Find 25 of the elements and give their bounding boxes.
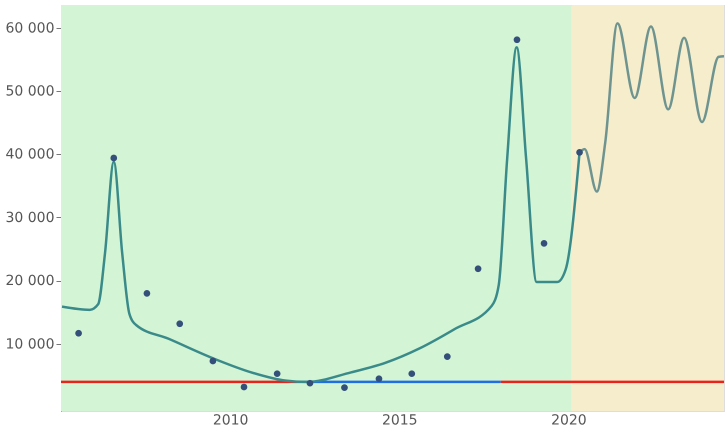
x-tick-label: 2015 bbox=[382, 412, 418, 428]
point bbox=[75, 330, 82, 337]
point bbox=[210, 358, 216, 364]
point bbox=[408, 370, 416, 378]
point bbox=[576, 149, 583, 156]
point bbox=[306, 380, 314, 387]
y-tick-label: 50 000 bbox=[6, 84, 54, 100]
point bbox=[540, 240, 548, 247]
point bbox=[240, 384, 248, 390]
y-tick-label: 30 000 bbox=[6, 210, 54, 226]
point bbox=[474, 265, 482, 272]
point bbox=[341, 384, 348, 391]
y-tick-label: 20 000 bbox=[6, 273, 54, 290]
point bbox=[274, 370, 281, 378]
y-tick-label: 40 000 bbox=[6, 146, 54, 163]
point bbox=[376, 375, 382, 382]
point bbox=[514, 36, 520, 44]
y-tick-label: 60 000 bbox=[6, 20, 54, 36]
x-tick-label: 2010 bbox=[212, 412, 248, 428]
point bbox=[144, 290, 150, 297]
point bbox=[110, 154, 118, 162]
x-tick-label: 2020 bbox=[551, 412, 587, 428]
y-tick-label: 10 000 bbox=[6, 336, 54, 352]
point bbox=[444, 353, 451, 360]
point bbox=[176, 320, 184, 328]
